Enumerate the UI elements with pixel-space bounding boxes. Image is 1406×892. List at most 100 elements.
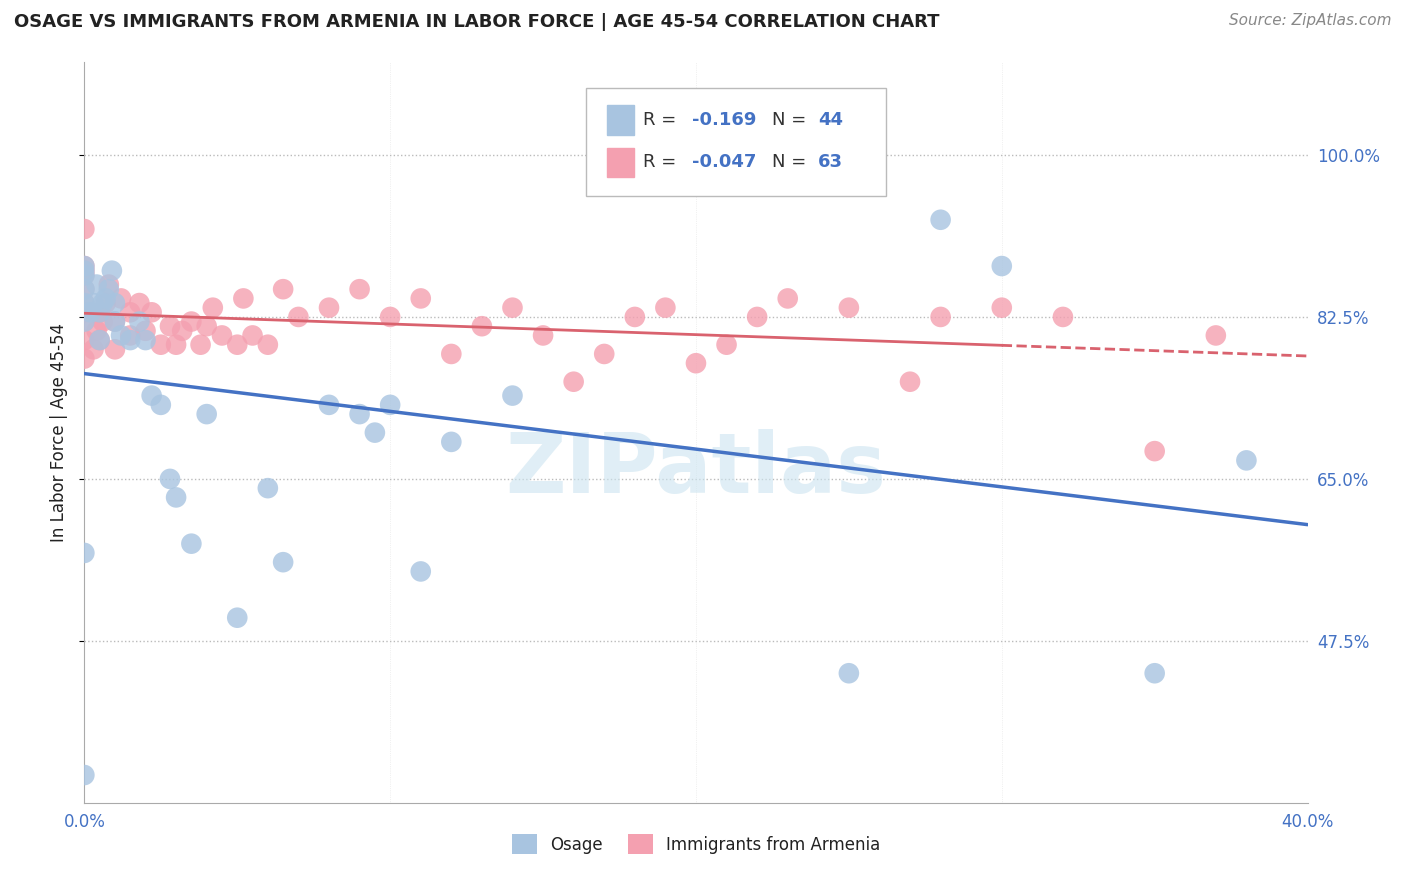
Point [898,375,921,389]
Point [502,389,524,403]
Point [380,398,402,412]
Point [838,301,860,315]
Point [1205,328,1227,343]
Point [110,292,132,306]
Point [91,296,114,310]
Point [287,310,309,324]
Point [73,259,96,273]
Point [1052,310,1074,324]
Point [991,301,1014,315]
Text: 63: 63 [818,153,844,171]
Point [101,263,124,277]
Bar [606,147,634,178]
Text: -0.169: -0.169 [692,112,756,129]
Point [593,347,616,361]
Point [1143,666,1166,681]
Point [120,328,142,343]
Point [128,296,150,310]
Point [242,328,264,343]
Point [226,610,249,624]
Point [929,310,952,324]
Point [120,305,142,319]
Point [89,333,111,347]
Point [104,314,127,328]
Text: -0.047: -0.047 [692,153,756,171]
Point [440,434,463,449]
Point [73,333,96,347]
Text: Source: ZipAtlas.com: Source: ZipAtlas.com [1229,13,1392,29]
Point [838,666,860,681]
Point [73,268,96,283]
Point [1236,453,1258,467]
Point [97,282,120,296]
Text: N =: N = [772,112,811,129]
Point [165,337,187,351]
Point [226,337,249,351]
Text: OSAGE VS IMMIGRANTS FROM ARMENIA IN LABOR FORCE | AGE 45-54 CORRELATION CHART: OSAGE VS IMMIGRANTS FROM ARMENIA IN LABO… [14,13,939,31]
Legend: Osage, Immigrants from Armenia: Osage, Immigrants from Armenia [505,828,887,861]
Point [172,324,194,338]
Point [135,324,157,338]
Point [89,333,111,347]
Point [232,292,254,306]
Point [73,546,96,560]
Text: R =: R = [644,112,682,129]
Point [716,337,738,351]
Point [149,337,172,351]
Point [318,301,340,315]
Point [349,282,371,296]
Point [73,263,96,277]
Point [531,328,554,343]
Point [654,301,676,315]
Point [440,347,463,361]
Point [349,407,371,421]
Point [73,263,96,277]
Point [380,310,402,324]
Point [73,259,96,273]
Point [141,305,163,319]
Point [110,328,132,343]
Point [73,222,96,236]
Point [89,305,111,319]
Point [257,481,280,495]
Point [271,555,294,569]
Point [195,407,218,421]
Point [318,398,340,412]
Text: R =: R = [644,153,682,171]
Point [685,356,707,370]
Point [562,375,585,389]
Point [89,305,111,319]
Point [73,282,96,296]
Point [409,292,432,306]
Point [211,328,233,343]
Point [149,398,172,412]
Point [180,314,202,328]
Point [73,296,96,310]
Point [86,324,108,338]
Point [190,337,212,351]
Point [83,296,105,310]
Point [135,333,157,347]
Point [128,314,150,328]
Point [195,319,218,334]
Point [104,314,127,328]
Point [624,310,647,324]
Point [104,343,127,357]
Bar [606,105,634,135]
Point [929,212,952,227]
Point [73,351,96,366]
Point [94,296,117,310]
Point [201,301,224,315]
Point [364,425,387,440]
Text: N =: N = [772,153,811,171]
Point [73,768,96,782]
Point [271,282,294,296]
Y-axis label: In Labor Force | Age 45-54: In Labor Force | Age 45-54 [51,323,69,542]
Point [1143,444,1166,458]
Point [104,296,127,310]
Point [502,301,524,315]
Point [73,296,96,310]
Text: ZIPatlas: ZIPatlas [506,429,886,510]
Point [86,277,108,292]
Point [73,305,96,319]
